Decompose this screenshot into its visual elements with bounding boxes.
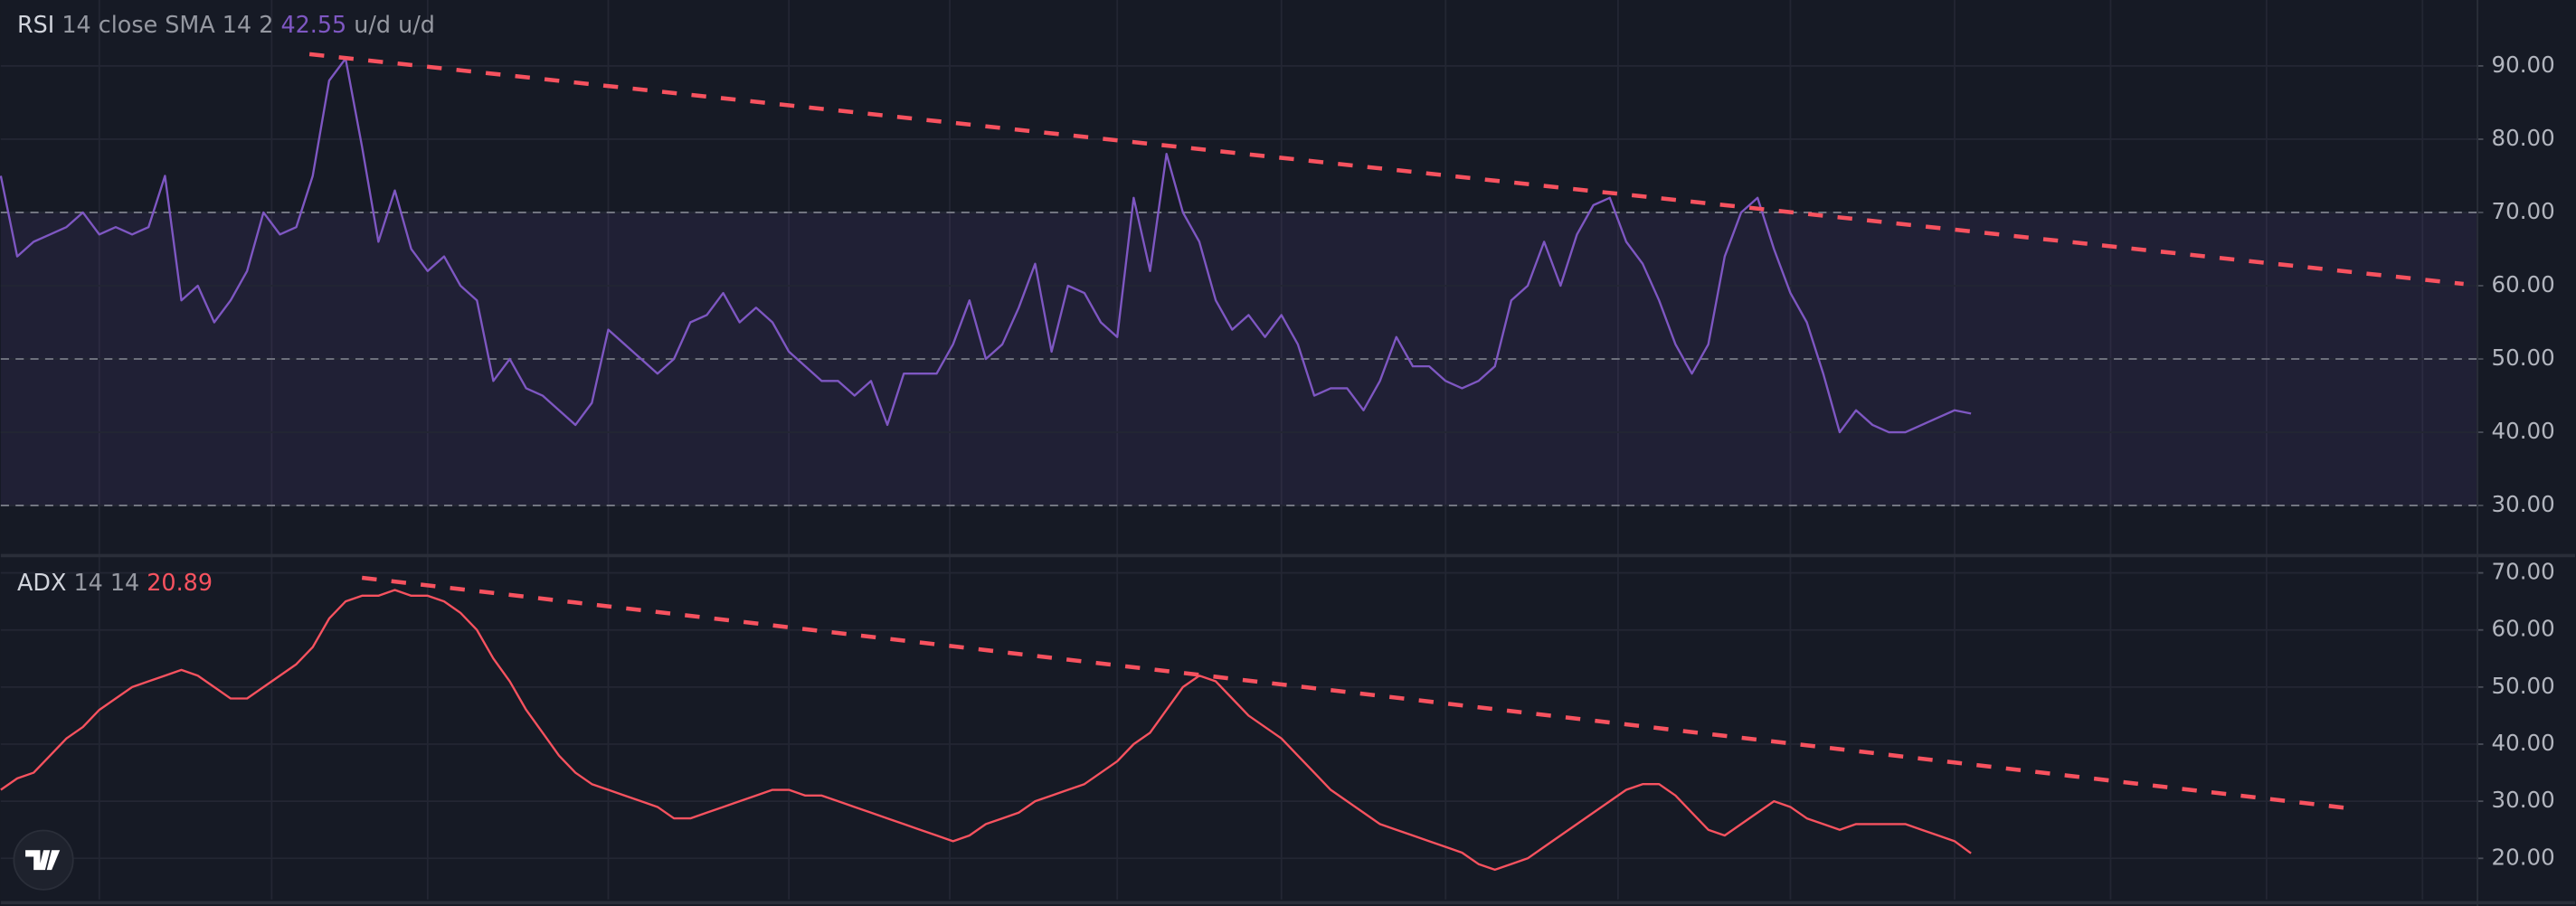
trend-line bbox=[361, 575, 2357, 812]
y-tick-label: 50.00 bbox=[2492, 344, 2555, 371]
y-tick-label: 60.00 bbox=[2492, 271, 2555, 297]
indicator-value: 42.55 bbox=[280, 11, 346, 38]
logo-mark bbox=[25, 850, 61, 871]
y-tick-label: 70.00 bbox=[2492, 198, 2555, 224]
indicator-line bbox=[0, 57, 1972, 434]
y-tick-label: 50.00 bbox=[2492, 673, 2555, 699]
indicator-params: 14 14 bbox=[73, 569, 139, 596]
y-tick-label: 30.00 bbox=[2492, 491, 2555, 517]
y-tick-label: 30.00 bbox=[2492, 787, 2555, 813]
indicator-name: RSI bbox=[17, 11, 54, 38]
plot-area: 30.00 40.00 50.00 60.00 70.00 80.00 90.00 20.00… bbox=[0, 52, 2555, 872]
logo bbox=[13, 829, 74, 891]
y-tick-label: 80.00 bbox=[2492, 125, 2555, 151]
y-tick-label: 20.00 bbox=[2492, 844, 2555, 870]
indicator-params: 14 close SMA 14 2 bbox=[62, 11, 273, 38]
indicator-extra: u/d u/d bbox=[354, 11, 435, 38]
trend-line bbox=[308, 52, 2464, 287]
legend-header: RSI 14 close SMA 14 2 42.55 u/d u/d bbox=[17, 11, 435, 38]
y-tick-label: 90.00 bbox=[2492, 52, 2555, 78]
y-tick-label: 40.00 bbox=[2492, 730, 2555, 756]
indicator-line bbox=[0, 589, 1972, 872]
indicator-value: 20.89 bbox=[147, 569, 213, 596]
y-tick-label: 70.00 bbox=[2492, 559, 2555, 585]
indicator-name: ADX bbox=[17, 569, 66, 596]
vertical-grid bbox=[98, 0, 2424, 900]
y-tick-label: 60.00 bbox=[2492, 616, 2555, 642]
y-tick-label: 40.00 bbox=[2492, 418, 2555, 444]
legend-header: ADX 14 14 20.89 bbox=[17, 569, 213, 596]
